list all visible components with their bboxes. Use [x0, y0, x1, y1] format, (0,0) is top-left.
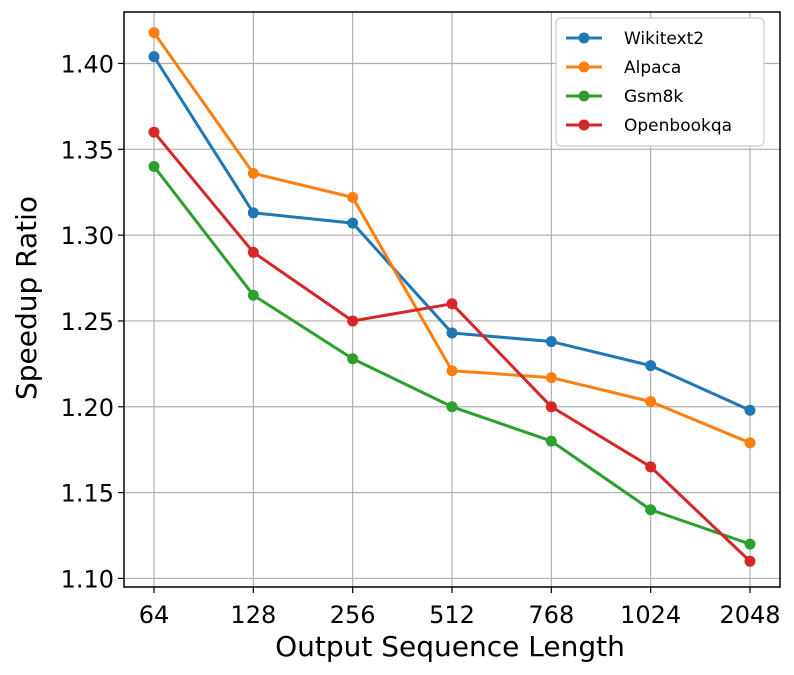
data-point-alpaca [148, 27, 160, 39]
legend-label-alpaca: Alpaca [624, 58, 681, 78]
legend-marker-openbookqa [578, 119, 590, 131]
y-tick-label: 1.30 [61, 222, 114, 250]
data-point-alpaca [545, 372, 557, 384]
y-tick-label: 1.15 [61, 480, 114, 508]
legend-marker-gsm8k [578, 90, 590, 102]
legend: Wikitext2 Alpaca Gsm8k Openbookqa [555, 17, 765, 147]
legend-label-gsm8k: Gsm8k [624, 87, 683, 107]
data-point-wikitext2 [545, 336, 557, 348]
x-tick-label: 2048 [719, 601, 780, 629]
x-tick-label: 512 [429, 601, 475, 629]
legend-label-wikitext2: Wikitext2 [624, 29, 704, 49]
data-point-openbookqa [744, 555, 756, 567]
legend-item-wikitext2: Wikitext2 [566, 29, 704, 49]
legend-marker-alpaca [578, 61, 590, 73]
data-point-gsm8k [744, 538, 756, 550]
y-tick-label: 1.10 [61, 565, 114, 593]
series-wikitext2 [148, 51, 756, 416]
data-point-openbookqa [645, 461, 657, 473]
data-point-wikitext2 [446, 327, 458, 339]
x-tick-label: 64 [139, 601, 170, 629]
data-point-wikitext2 [148, 51, 160, 63]
x-tick-label: 768 [528, 601, 574, 629]
data-point-gsm8k [347, 353, 359, 365]
x-tick-label: 256 [330, 601, 376, 629]
x-tick-label: 1024 [620, 601, 681, 629]
data-point-alpaca [347, 191, 359, 203]
data-point-gsm8k [148, 160, 160, 172]
series-layer [148, 27, 756, 567]
data-point-openbookqa [247, 246, 259, 258]
data-point-wikitext2 [347, 217, 359, 229]
data-point-alpaca [645, 396, 657, 408]
ticks: 64 128 256 512 768 1024 2048 1.10 1.15 1.20 1.25 1.… [61, 50, 781, 629]
legend-label-openbookqa: Openbookqa [624, 116, 732, 136]
legend-box [555, 17, 765, 147]
data-point-wikitext2 [247, 207, 259, 219]
data-point-openbookqa [347, 315, 359, 327]
data-point-alpaca [744, 437, 756, 449]
legend-item-gsm8k: Gsm8k [566, 87, 683, 107]
data-point-gsm8k [446, 401, 458, 413]
x-axis-label: Output Sequence Length [275, 630, 625, 663]
y-tick-label: 1.40 [61, 50, 114, 78]
legend-item-alpaca: Alpaca [566, 58, 681, 78]
data-point-gsm8k [645, 504, 657, 516]
y-tick-label: 1.35 [61, 136, 114, 164]
series-alpaca [148, 27, 756, 449]
data-point-openbookqa [545, 401, 557, 413]
data-point-openbookqa [446, 298, 458, 310]
x-tick-label: 128 [230, 601, 276, 629]
data-point-wikitext2 [645, 360, 657, 372]
data-point-gsm8k [247, 289, 259, 301]
legend-marker-wikitext2 [578, 32, 590, 44]
data-point-openbookqa [148, 126, 160, 138]
y-tick-label: 1.20 [61, 394, 114, 422]
data-point-gsm8k [545, 435, 557, 447]
data-point-alpaca [446, 365, 458, 377]
data-point-wikitext2 [744, 404, 756, 416]
series-gsm8k [148, 160, 756, 550]
legend-item-openbookqa: Openbookqa [566, 116, 732, 136]
y-axis-label: Speedup Ratio [10, 196, 43, 400]
series-openbookqa [148, 126, 756, 567]
data-point-alpaca [247, 167, 259, 179]
y-tick-label: 1.25 [61, 308, 114, 336]
